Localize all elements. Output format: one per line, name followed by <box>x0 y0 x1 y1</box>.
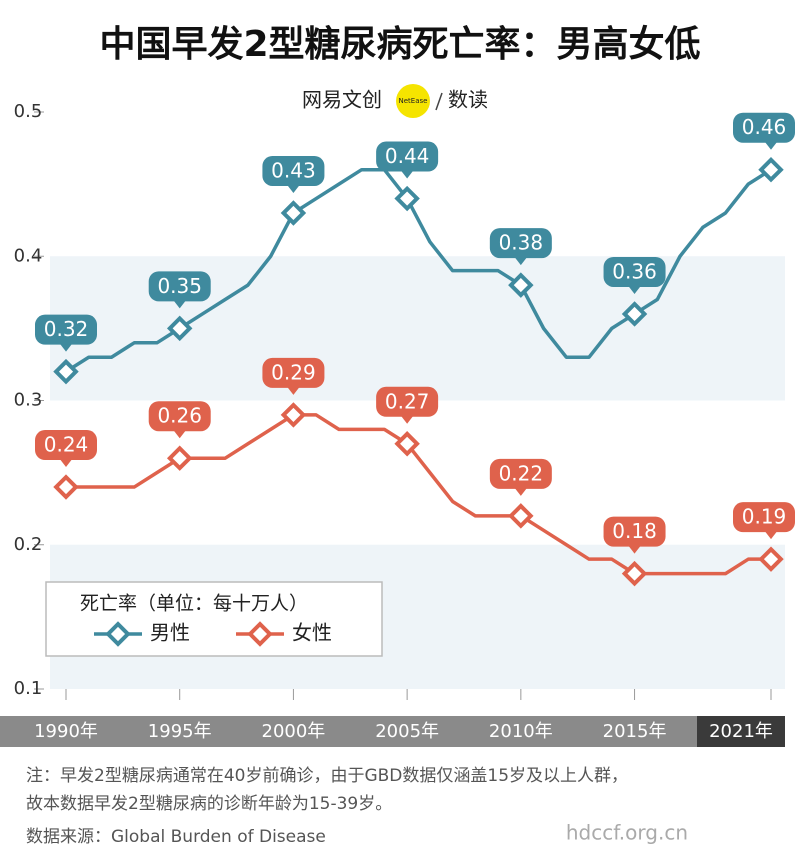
marker <box>621 560 648 587</box>
y-tick-label: 0.3 <box>14 390 43 411</box>
value-label: 0.27 <box>385 389 430 413</box>
x-tick-label: 1995年 <box>148 721 212 742</box>
plot-area: 0.1 0.2 0.3 0.4 0.5 1990年 1995年 2000年 2005年 2010年… <box>0 101 795 747</box>
x-tick-label: 2015年 <box>603 721 667 742</box>
value-label: 0.24 <box>44 433 89 457</box>
marker <box>53 358 79 385</box>
label-bubble <box>376 141 439 172</box>
marker <box>758 546 784 572</box>
value-label: 0.26 <box>157 404 202 428</box>
label-bubble <box>376 386 439 417</box>
marker <box>758 156 784 183</box>
x-tick-label: 2021年 <box>709 721 773 742</box>
marker <box>508 503 534 529</box>
value-label: 0.18 <box>612 519 657 543</box>
label-pointer <box>172 429 187 439</box>
marker <box>166 445 193 471</box>
marker <box>280 200 307 226</box>
value-label: 0.35 <box>157 274 202 298</box>
value-label: 0.43 <box>271 158 316 182</box>
marker <box>508 272 534 298</box>
label-pointer <box>764 530 778 540</box>
y-tick-label: 0.4 <box>14 245 43 266</box>
value-label: 0.36 <box>612 259 657 283</box>
x-tick-label: 2000年 <box>262 721 326 742</box>
label-bubble <box>35 430 97 461</box>
x-axis-highlight <box>697 716 785 747</box>
logo-badge: NetEase <box>399 97 428 105</box>
marker <box>394 431 420 457</box>
value-label: 0.44 <box>385 144 430 168</box>
logo-section: 数读 <box>448 88 488 112</box>
label-bubble <box>148 401 211 432</box>
label-bubble <box>262 155 325 186</box>
logo-slash <box>435 92 443 111</box>
x-tick-label: 2010年 <box>489 721 553 742</box>
label-bubble <box>489 228 552 259</box>
label-pointer <box>513 486 528 496</box>
label-pointer <box>627 284 642 294</box>
marker <box>280 402 307 428</box>
label-bubble <box>35 314 97 345</box>
x-tick-label: 2005年 <box>375 721 439 742</box>
value-label: 0.29 <box>271 360 316 384</box>
marker <box>166 315 193 342</box>
value-label: 0.32 <box>44 317 89 341</box>
legend-label: 男性 <box>150 621 190 645</box>
note-line: 故本数据早发2型糖尿病的诊断年龄为15-39岁。 <box>26 794 392 814</box>
y-tick-label: 0.2 <box>14 534 43 555</box>
watermark: hdccf.org.cn <box>566 821 688 845</box>
label-pointer <box>627 544 642 554</box>
value-label: 0.46 <box>742 115 787 139</box>
label-bubble <box>733 502 795 533</box>
legend-label: 女性 <box>292 621 332 645</box>
label-bubble <box>733 112 795 143</box>
label-pointer <box>400 169 415 179</box>
marker <box>621 301 648 327</box>
legend-title: 死亡率（单位：每十万人） <box>80 593 308 615</box>
marker <box>53 474 79 500</box>
legend-marker <box>105 621 131 647</box>
label-pointer <box>400 414 415 424</box>
x-axis-band <box>0 716 785 747</box>
legend-marker <box>247 621 273 647</box>
label-pointer <box>59 342 73 352</box>
x-tick-label: 1990年 <box>34 721 98 742</box>
logo-badge-bg <box>396 84 430 118</box>
label-bubble <box>603 256 666 287</box>
label-pointer <box>59 458 73 468</box>
label-bubble <box>489 458 552 489</box>
label-pointer <box>764 140 778 150</box>
label-pointer <box>513 256 528 266</box>
legend-box <box>45 581 383 657</box>
label-pointer <box>286 183 301 193</box>
y-tick-label: 0.1 <box>14 678 43 699</box>
value-label: 0.38 <box>499 231 544 255</box>
label-pointer <box>286 385 301 395</box>
logo-brand: 网易文创 <box>302 88 382 112</box>
label-bubble <box>603 516 666 547</box>
value-label: 0.22 <box>499 461 544 485</box>
source: 数据来源：Global Burden of Disease <box>26 827 326 847</box>
chart-title: 中国早发2型糖尿病死亡率：男高女低 <box>99 24 700 65</box>
value-label: 0.19 <box>742 505 787 529</box>
note-line: 注：早发2型糖尿病通常在40岁前确诊，由于GBD数据仅涵盖15岁及以上人群， <box>26 766 628 786</box>
label-bubble <box>148 271 211 302</box>
label-pointer <box>172 299 187 309</box>
marker <box>394 185 420 212</box>
label-bubble <box>262 357 325 388</box>
y-tick-label: 0.5 <box>14 101 43 122</box>
